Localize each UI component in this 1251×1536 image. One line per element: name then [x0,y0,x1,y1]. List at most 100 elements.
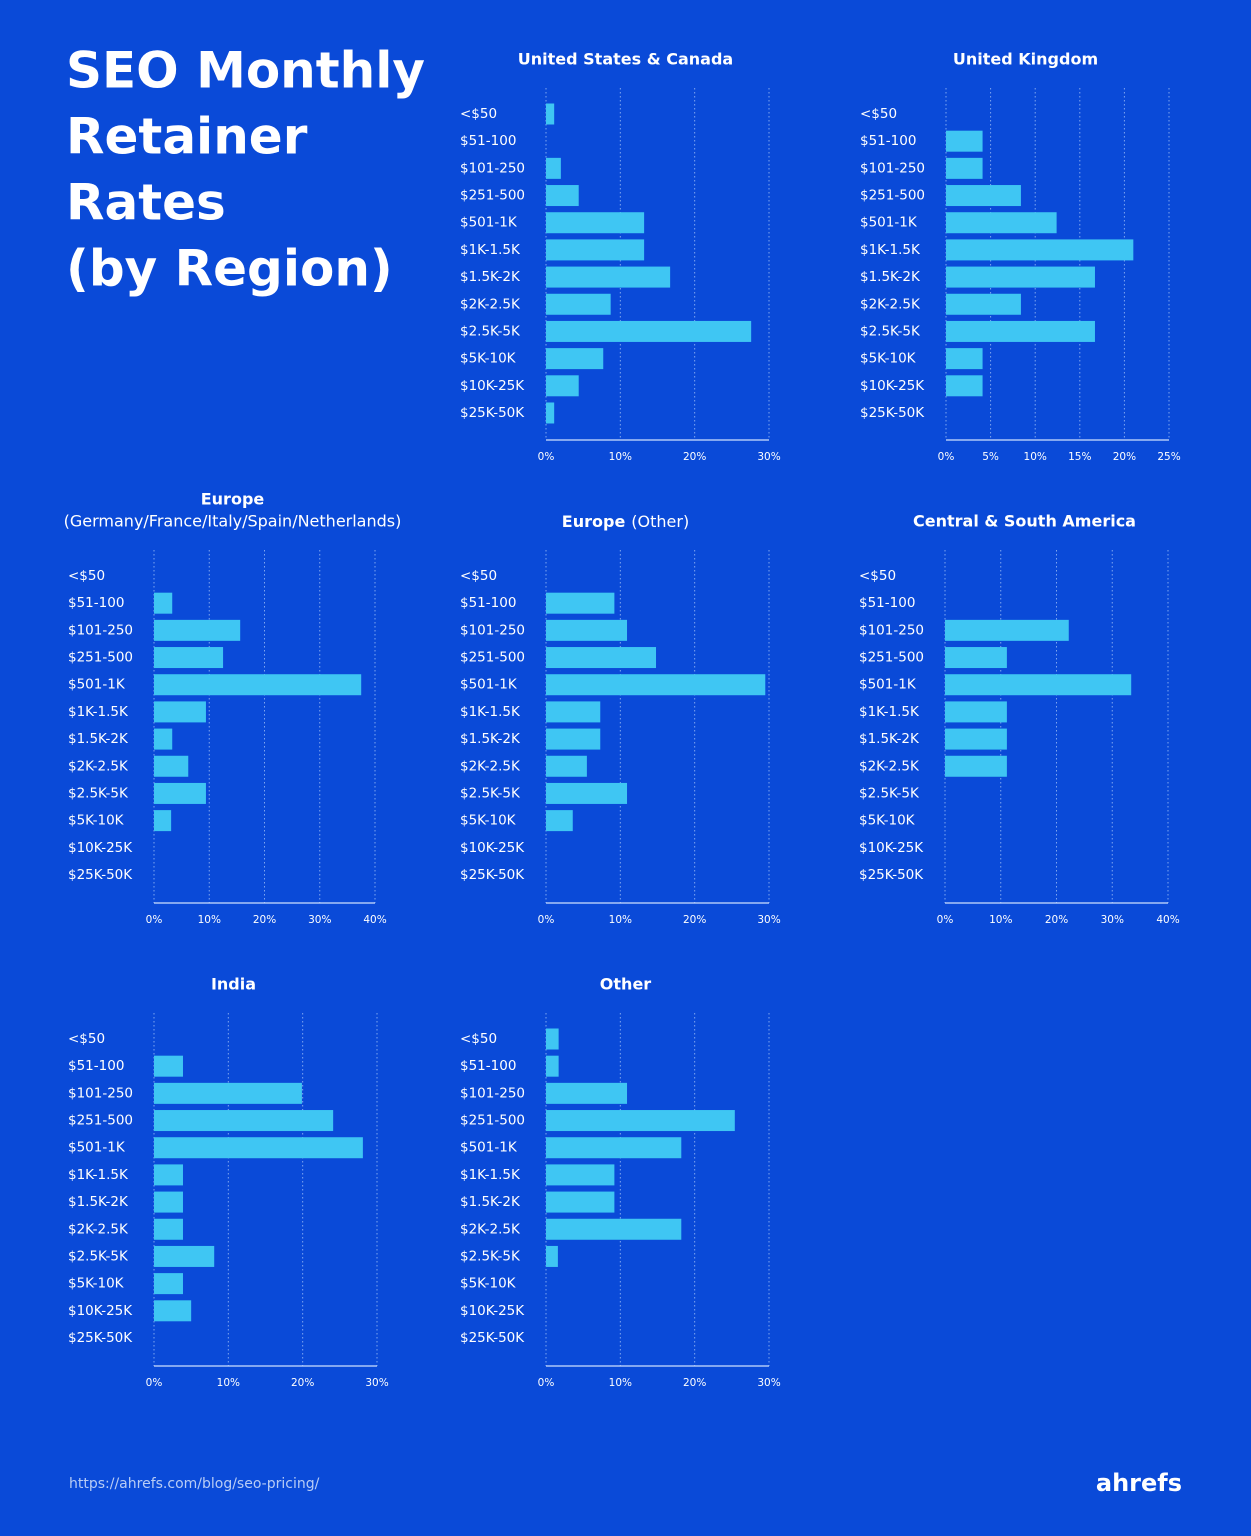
category-label: $101-250 [860,160,925,176]
x-tick-label: 15% [1068,451,1091,463]
bar [546,728,601,750]
category-label: $10K-25K [460,840,525,856]
chart-title: United States & Canada [518,50,733,69]
chart-title: Central & South America [913,512,1136,531]
x-tick-label: 30% [308,914,331,926]
category-label: $1.5K-2K [860,269,921,285]
category-label: $1.5K-2K [460,731,521,747]
bar [154,1218,183,1240]
bar [945,619,1069,641]
category-label: $1K-1.5K [68,704,129,720]
category-label: $51-100 [460,595,516,611]
bar [945,674,1132,696]
bar [154,674,362,696]
x-tick-label: 10% [609,914,632,926]
x-tick-label: 10% [609,1377,632,1389]
bar [546,1191,615,1213]
bar [945,647,1007,669]
category-label: $2.5K-5K [68,1248,129,1264]
bar [946,266,1095,288]
x-tick-label: 10% [989,914,1012,926]
bar [546,1082,628,1104]
category-label: <$50 [68,568,105,584]
category-label: $501-1K [460,1140,518,1156]
bar [946,375,983,397]
category-label: $2.5K-5K [860,323,921,339]
source-url[interactable]: https://ahrefs.com/blog/seo-pricing/ [69,1476,320,1492]
category-label: $2K-2.5K [68,758,129,774]
category-label: $501-1K [68,677,126,693]
bar [546,157,561,179]
category-label: $1K-1.5K [460,704,521,720]
category-label: $2.5K-5K [460,785,521,801]
bar [546,619,628,641]
category-label: $5K-10K [860,351,917,367]
bar [154,1110,334,1132]
bar [154,619,241,641]
category-label: $10K-25K [460,1303,525,1319]
category-label: $101-250 [460,622,525,638]
x-tick-label: 20% [291,1377,314,1389]
category-label: $1K-1.5K [68,1167,129,1183]
category-label: $25K-50K [859,867,924,883]
category-label: $25K-50K [460,1330,525,1346]
bar [546,701,601,723]
bar [546,782,628,804]
category-label: $2.5K-5K [68,785,129,801]
category-label: $51-100 [460,1058,516,1074]
bar [946,293,1021,315]
category-label: $25K-50K [68,867,133,883]
category-label: <$50 [460,106,497,122]
bar [546,1137,682,1159]
bar [154,1273,183,1295]
category-label: $101-250 [460,1085,525,1101]
category-label: $1K-1.5K [860,242,921,258]
bar [154,810,172,832]
category-label: $501-1K [68,1140,126,1156]
category-label: $5K-10K [460,1276,517,1292]
bar [946,348,983,370]
bar [546,266,671,288]
bar [154,1245,215,1267]
x-tick-label: 10% [1024,451,1047,463]
category-label: $501-1K [460,677,518,693]
bar [154,782,206,804]
x-tick-label: 10% [217,1377,240,1389]
bar [946,320,1095,342]
x-tick-label: 30% [757,1377,780,1389]
x-tick-label: 0% [146,914,163,926]
category-label: $2K-2.5K [68,1221,129,1237]
bar [546,647,657,669]
x-tick-label: 20% [1113,451,1136,463]
category-label: $501-1K [460,215,518,231]
bar [546,1218,682,1240]
category-label: $1.5K-2K [460,269,521,285]
category-label: $2K-2.5K [860,296,921,312]
category-label: $1K-1.5K [460,242,521,258]
category-label: $101-250 [859,622,924,638]
category-label: $2.5K-5K [859,785,920,801]
category-label: <$50 [460,1031,497,1047]
bar [546,592,615,614]
bar [546,375,579,397]
category-label: $5K-10K [460,351,517,367]
bar [546,293,611,315]
category-label: $1.5K-2K [460,1194,521,1210]
x-tick-label: 10% [198,914,221,926]
brand-logo: ahrefs [1096,1469,1182,1497]
category-label: $501-1K [860,215,918,231]
category-label: $51-100 [460,133,516,149]
x-tick-label: 5% [982,451,999,463]
x-tick-label: 0% [538,451,555,463]
bar [546,1110,735,1132]
x-tick-label: 10% [609,451,632,463]
category-label: $10K-25K [860,378,925,394]
bar [546,103,555,125]
bar [154,1300,192,1322]
bar [945,728,1007,750]
category-label: $25K-50K [460,405,525,421]
category-label: <$50 [859,568,896,584]
category-label: $5K-10K [68,813,125,829]
category-label: $10K-25K [68,1303,133,1319]
